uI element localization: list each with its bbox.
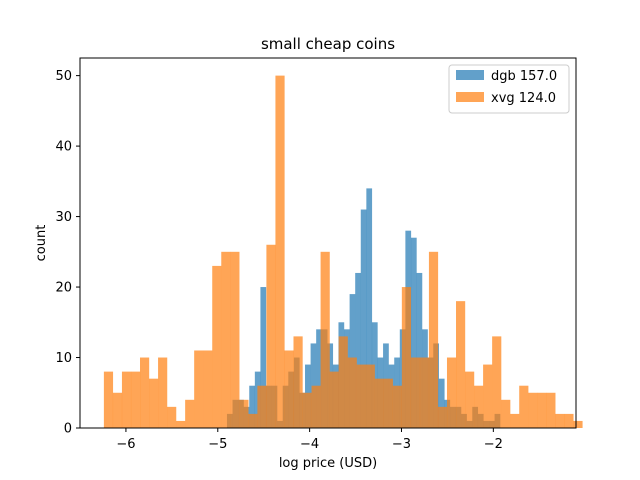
- histogram-bar: [320, 251, 330, 428]
- histogram-bar: [492, 336, 502, 428]
- legend-swatch-xvg: [456, 92, 484, 102]
- legend-label-xvg: xvg 124.0: [491, 91, 556, 106]
- histogram-bar: [121, 371, 132, 428]
- bars-layer: [103, 75, 583, 429]
- histogram-bar: [555, 413, 565, 428]
- histogram-bar: [284, 350, 294, 428]
- histogram-bar: [501, 399, 511, 428]
- histogram-bar: [185, 399, 195, 428]
- histogram-bar: [528, 392, 538, 428]
- x-axis-ticks: −6 −5 −4 −3 −2: [116, 428, 503, 452]
- histogram-bar: [519, 385, 529, 428]
- histogram-bar: [537, 392, 547, 428]
- y-tick-label: 0: [64, 422, 72, 437]
- y-axis-label: count: [34, 225, 49, 262]
- histogram-bar: [257, 385, 267, 428]
- y-tick-label: 30: [55, 210, 72, 225]
- histogram-bar: [546, 392, 556, 428]
- histogram-bar: [329, 371, 339, 428]
- histogram-bar: [428, 251, 439, 428]
- histogram-bar: [140, 357, 150, 428]
- chart-title: small cheap coins: [261, 35, 395, 53]
- x-tick-label: −3: [392, 437, 411, 452]
- histogram-bar: [221, 251, 231, 428]
- histogram-bar: [356, 364, 366, 428]
- histogram-bar: [112, 392, 123, 428]
- histogram-bar: [302, 392, 312, 428]
- histogram-bar: [392, 385, 402, 428]
- histogram-bar: [266, 244, 276, 428]
- histogram-bar: [203, 350, 213, 428]
- histogram-bar: [158, 357, 168, 428]
- series-1-bars: [103, 75, 583, 429]
- histogram-bar: [365, 364, 375, 428]
- histogram-bar: [456, 301, 466, 428]
- histogram-bar: [416, 272, 423, 428]
- histogram-bar: [212, 265, 222, 428]
- histogram-bar: [248, 413, 258, 428]
- histogram-bar: [474, 385, 484, 428]
- y-axis-ticks: 0 10 20 30 40 50: [55, 69, 80, 437]
- x-tick-label: −4: [300, 437, 319, 452]
- legend-swatch-dgb: [456, 70, 484, 80]
- y-tick-label: 10: [55, 351, 72, 366]
- legend-label-dgb: dgb 157.0: [491, 69, 557, 84]
- histogram-bar: [275, 75, 285, 429]
- histogram-bar: [103, 371, 114, 428]
- y-tick-label: 20: [55, 281, 72, 296]
- histogram-bar: [338, 336, 348, 428]
- histogram-bar: [465, 371, 475, 428]
- histogram-bar: [483, 364, 493, 428]
- plot-frame: [79, 57, 577, 429]
- histogram-bar: [437, 406, 448, 428]
- x-axis-label: log price (USD): [279, 456, 377, 471]
- histogram-bar: [419, 357, 430, 428]
- histogram-bar: [176, 420, 186, 428]
- histogram-bar: [401, 287, 412, 428]
- histogram-bar: [573, 420, 583, 428]
- histogram-bar: [355, 272, 361, 428]
- histogram-bar: [360, 209, 367, 428]
- histogram-bar: [446, 357, 457, 428]
- y-tick-label: 40: [55, 140, 72, 155]
- histogram-bar: [249, 385, 255, 428]
- histogram-bar: [564, 413, 574, 428]
- x-tick-label: −2: [484, 437, 503, 452]
- histogram-bar: [383, 378, 393, 428]
- legend: dgb 157.0 xvg 124.0: [448, 64, 570, 114]
- histogram-bar: [311, 385, 321, 428]
- histogram-bar: [230, 251, 240, 428]
- x-tick-label: −6: [116, 437, 135, 452]
- histogram-bar: [410, 237, 417, 428]
- histogram-bar: [167, 406, 177, 428]
- histogram-bar: [510, 413, 520, 428]
- histogram-bar: [410, 357, 421, 428]
- y-tick-label: 50: [55, 69, 72, 84]
- histogram-bar: [260, 287, 267, 428]
- histogram-bar: [239, 399, 249, 428]
- histogram-bar: [149, 378, 159, 428]
- x-tick-label: −5: [208, 437, 227, 452]
- histogram-bar: [316, 329, 322, 428]
- histogram-bar: [194, 350, 204, 428]
- histogram-bar: [347, 357, 357, 428]
- histogram-bar: [130, 371, 141, 428]
- histogram-bar: [438, 378, 445, 428]
- histogram-bar: [293, 336, 303, 428]
- histogram-bar: [366, 188, 373, 428]
- histogram-bar: [374, 378, 384, 428]
